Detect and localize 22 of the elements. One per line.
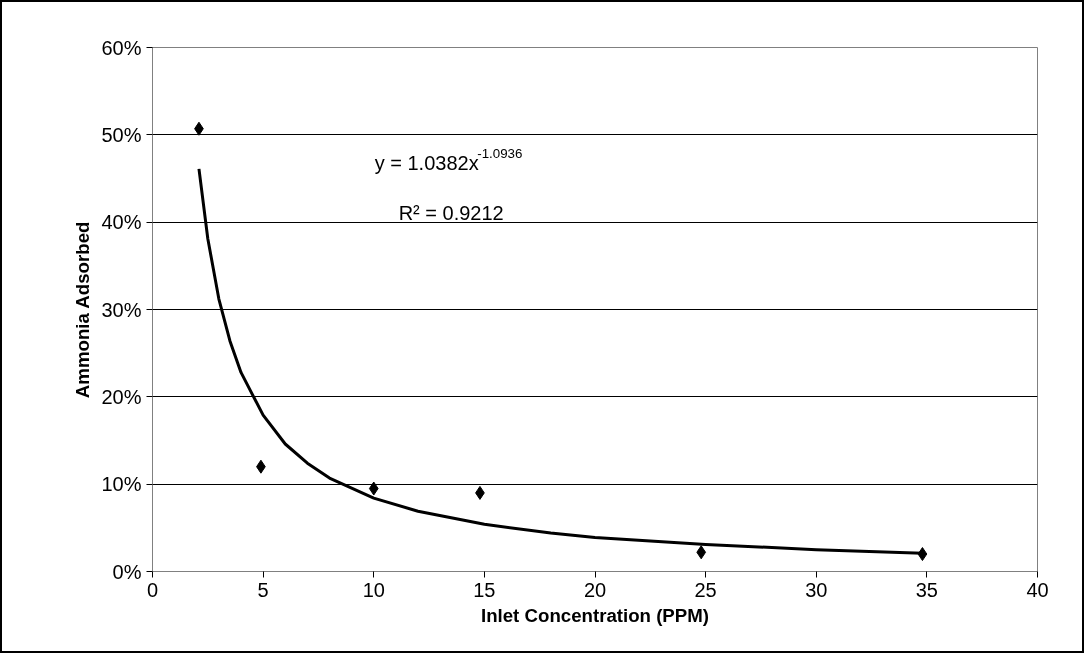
x-tick-label: 35 bbox=[915, 578, 938, 601]
x-tick-label: 25 bbox=[694, 578, 717, 601]
y-tick-label: 40% bbox=[101, 211, 142, 234]
x-tick-label: 30 bbox=[805, 578, 828, 601]
point bbox=[917, 547, 928, 562]
y-tick-label: 30% bbox=[101, 298, 142, 321]
x-tick-label: 10 bbox=[362, 578, 385, 601]
x-tick-label: 5 bbox=[257, 578, 269, 601]
x-tick-label: 40 bbox=[1026, 578, 1049, 601]
y-tick-label: 10% bbox=[101, 473, 142, 496]
y-axis-title: Ammonia Adsorbed bbox=[72, 221, 94, 399]
x-tick-label: 0 bbox=[146, 578, 159, 601]
y-tick-label: 60% bbox=[101, 36, 142, 59]
y-tick-label: 50% bbox=[101, 123, 142, 146]
point bbox=[368, 481, 379, 496]
x-tick-label: 20 bbox=[583, 578, 607, 601]
y-tick-label: 20% bbox=[101, 385, 142, 408]
y-tick-label: 0% bbox=[112, 560, 142, 583]
x-axis-title: Inlet Concentration (PPM) bbox=[480, 604, 710, 626]
point bbox=[696, 545, 707, 560]
annotation: R² = 0.9212 bbox=[398, 202, 504, 225]
x-tick-label: 15 bbox=[473, 578, 496, 601]
